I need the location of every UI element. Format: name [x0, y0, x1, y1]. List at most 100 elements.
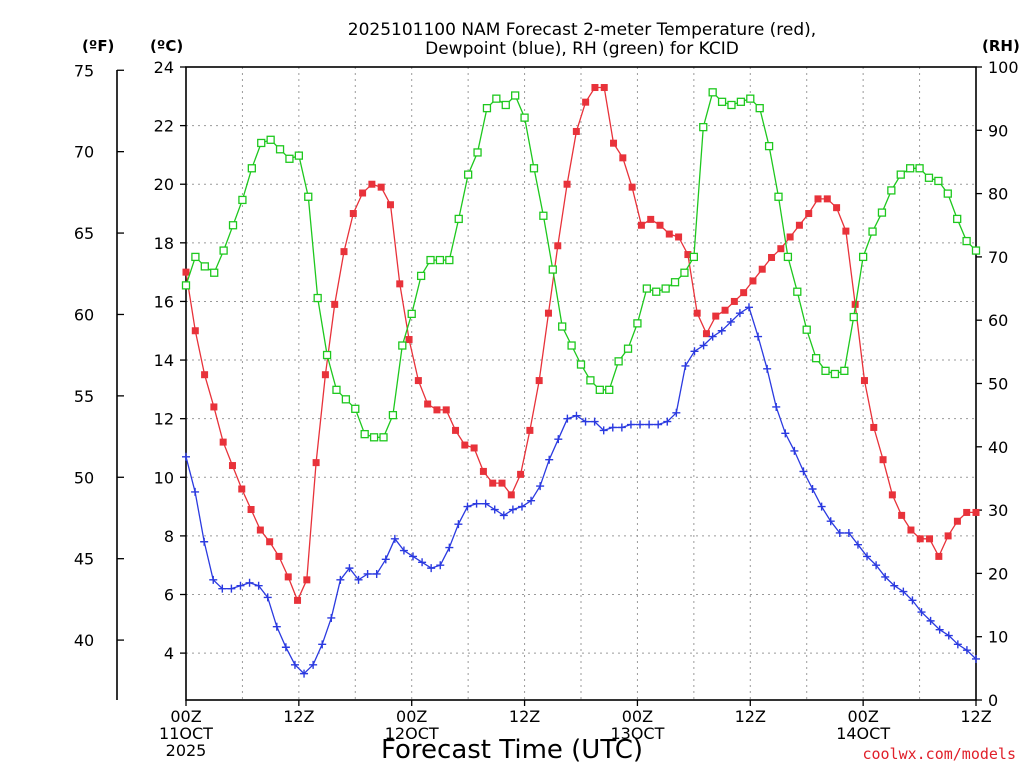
dewpoint-point	[554, 435, 563, 444]
dewpoint-point	[336, 575, 345, 584]
rh-point	[934, 176, 943, 186]
rh-point	[595, 385, 604, 394]
temperature-point	[201, 371, 209, 379]
dewpoint-point	[372, 569, 381, 578]
dewpoint-point	[281, 643, 290, 652]
celsius-unit-label: (ºC)	[150, 37, 183, 55]
dewpoint-point	[872, 561, 881, 570]
rh-point	[360, 429, 369, 439]
temperature-point	[795, 221, 803, 229]
temperature-point	[684, 251, 692, 259]
rh-point	[699, 122, 708, 132]
temperature-point	[219, 438, 227, 446]
dewpoint-point	[917, 608, 926, 617]
grid-lines	[186, 67, 976, 700]
temperature-point	[256, 526, 264, 534]
temperature-point	[935, 552, 943, 560]
fahrenheit-tick-label: 55	[74, 387, 94, 406]
temperature-point	[740, 289, 748, 297]
rh-tick-label: 10	[988, 628, 1008, 647]
rh-point	[322, 350, 332, 360]
rh-point	[670, 278, 680, 287]
rh-point	[868, 227, 877, 236]
rh-point	[840, 366, 849, 375]
dewpoint-point	[763, 364, 772, 373]
dewpoint-point	[899, 587, 908, 596]
temperature-point	[944, 532, 952, 540]
rh-point	[811, 354, 821, 363]
fahrenheit-tick-label: 70	[74, 143, 94, 162]
rh-point	[313, 293, 322, 303]
rh-point	[586, 376, 595, 385]
series-open-square	[181, 88, 981, 442]
temperature-point	[433, 406, 441, 414]
dewpoint-point	[772, 402, 781, 411]
chart-title-line-1: 2025101100 NAM Forecast 2-meter Temperat…	[348, 20, 816, 40]
temperature-point	[656, 221, 664, 229]
dewpoint-point	[481, 499, 490, 508]
temperature-point	[582, 98, 590, 106]
rh-tick-label: 70	[988, 248, 1008, 267]
x-tick-label: 12OCT	[385, 724, 439, 743]
temperature-point	[368, 180, 376, 188]
temperature-point	[479, 467, 487, 475]
temperature-point	[916, 535, 924, 543]
temperature-point	[860, 377, 868, 385]
credit-text: coolwx.com/models	[862, 745, 1016, 763]
rh-point	[924, 173, 934, 182]
dewpoint-point	[454, 520, 463, 529]
rh-tick-label: 20	[988, 564, 1008, 583]
temperature-point	[749, 277, 757, 285]
temperature-point	[489, 479, 497, 487]
rh-point	[219, 246, 228, 255]
dewpoint-point	[436, 561, 445, 570]
rh-unit-label: (RH)	[982, 37, 1020, 55]
temperature-point	[591, 84, 599, 92]
x-axis-label: Forecast Time (UTC)	[381, 735, 643, 765]
rh-tick-label: 50	[988, 375, 1008, 394]
dewpoint-point	[427, 564, 436, 573]
fahrenheit-tick-label: 45	[74, 550, 94, 569]
dewpoint-point	[327, 613, 336, 622]
dewpoint-point	[254, 581, 263, 590]
axis-ticks: 4 6 8 10 12 14 16 18 20 22 24 40 45 50 55 60 65 70 75 0 10 20…	[74, 58, 1019, 760]
rh-tick-label: 90	[988, 121, 1008, 140]
temperature-point	[758, 265, 766, 273]
dewpoint-point	[681, 361, 690, 370]
temperature-point	[247, 506, 255, 514]
dewpoint-point	[354, 575, 363, 584]
rh-point	[755, 103, 764, 113]
dewpoint-point	[844, 528, 853, 537]
rh-point	[285, 154, 294, 163]
dewpoint-point	[272, 622, 281, 631]
temperature-point	[563, 180, 571, 188]
rh-point	[717, 97, 727, 106]
rh-point	[849, 312, 858, 322]
celsius-tick-label: 22	[154, 117, 174, 136]
temperature-point	[721, 306, 729, 314]
dewpoint-point	[790, 446, 799, 455]
rh-point	[783, 252, 793, 262]
rh-point	[727, 100, 736, 110]
celsius-tick-label: 18	[154, 234, 174, 253]
rh-tick-label: 60	[988, 311, 1008, 330]
dewpoint-point	[962, 646, 971, 655]
dewpoint-point	[826, 517, 835, 526]
rh-point	[426, 255, 435, 265]
fahrenheit-tick-label: 40	[74, 631, 94, 650]
x-tick-label: 2025	[166, 741, 207, 760]
dewpoint-point	[191, 487, 200, 496]
temperature-point	[833, 204, 841, 212]
dewpoint-point	[563, 414, 572, 423]
temperature-point	[303, 576, 311, 584]
rh-point	[642, 284, 651, 293]
rh-tick-label: 0	[988, 691, 998, 710]
dewpoint-point	[645, 420, 654, 429]
dewpoint-point	[608, 423, 617, 432]
x-tick-label: 00Z	[847, 707, 878, 726]
rh-point	[304, 192, 313, 201]
dewpoint-point	[908, 596, 917, 605]
rh-point	[623, 344, 633, 353]
rh-point	[398, 341, 407, 350]
dewpoint-point	[499, 511, 508, 520]
